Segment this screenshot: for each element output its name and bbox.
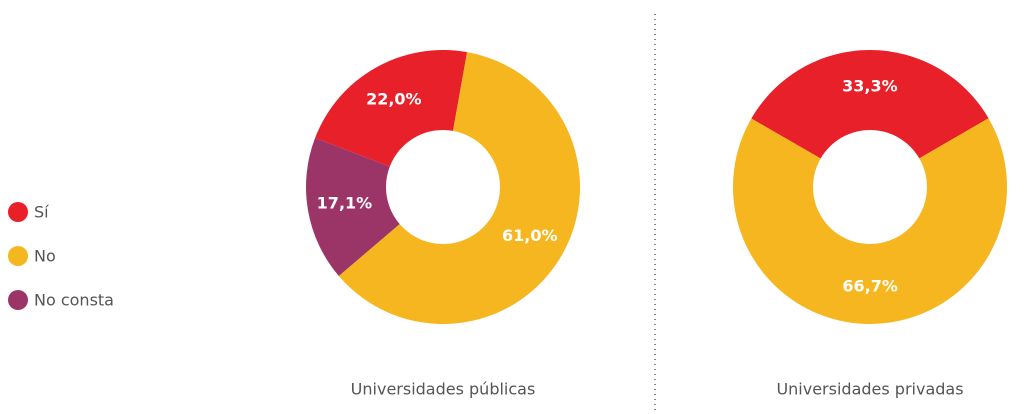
donut-slice: [338, 52, 581, 324]
chart-caption: Universidades públicas: [351, 380, 536, 399]
donut-slice: [732, 118, 1007, 324]
data-label: 61,0%: [502, 226, 558, 245]
chart-caption: Universidades privadas: [776, 380, 963, 399]
legend-label: No consta: [34, 291, 114, 310]
data-label: 22,0%: [366, 89, 422, 108]
donut-slice: [751, 49, 989, 159]
data-label: 17,1%: [317, 193, 373, 212]
donut-slice: [315, 49, 468, 167]
legend-label: No: [34, 247, 56, 266]
donut-slice: [305, 137, 400, 276]
data-label: 33,3%: [842, 77, 898, 96]
legend-swatch: [8, 290, 28, 310]
data-label: 66,7%: [842, 276, 898, 295]
legend-swatch: [8, 246, 28, 266]
legend-swatch: [8, 202, 28, 222]
legend-label: Sí: [34, 203, 49, 222]
